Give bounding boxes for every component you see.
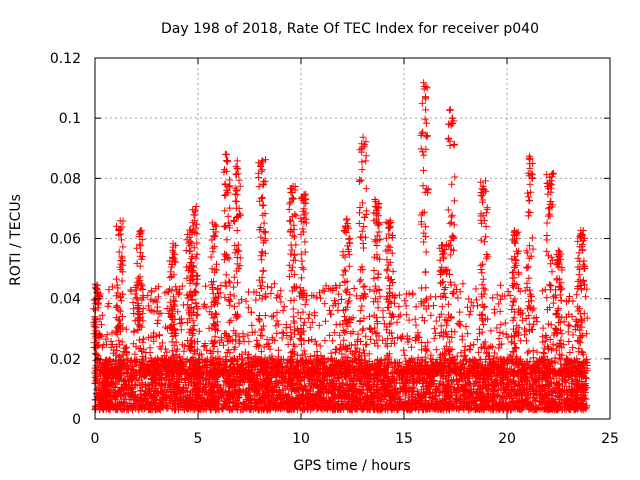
data-point — [321, 337, 329, 345]
data-point — [436, 380, 443, 388]
data-point — [397, 334, 405, 342]
data-point — [308, 336, 316, 343]
data-point — [412, 321, 420, 329]
data-point — [367, 335, 374, 343]
data-point — [495, 300, 503, 308]
data-point — [418, 346, 426, 354]
data-point — [316, 342, 324, 350]
data-points — [90, 79, 591, 414]
data-point — [277, 298, 285, 306]
data-point — [280, 303, 288, 311]
data-point — [582, 293, 590, 301]
data-point — [202, 282, 210, 290]
data-point — [431, 325, 439, 333]
data-point — [401, 297, 409, 305]
data-point — [153, 320, 161, 327]
data-point — [289, 305, 297, 313]
data-point — [533, 348, 541, 356]
data-point — [396, 311, 404, 319]
data-point — [454, 294, 462, 302]
data-point — [413, 388, 421, 396]
data-point — [408, 343, 415, 351]
data-point — [379, 313, 387, 321]
data-point — [358, 326, 366, 334]
data-point — [131, 350, 139, 358]
data-point — [379, 307, 387, 315]
data-point — [456, 308, 464, 316]
data-point — [540, 387, 548, 394]
data-point — [177, 326, 185, 334]
data-point — [564, 321, 572, 329]
data-point — [573, 291, 581, 299]
data-point — [516, 374, 524, 382]
data-point — [361, 282, 369, 290]
data-point — [546, 382, 553, 390]
data-point — [501, 319, 509, 327]
data-point — [224, 338, 232, 346]
data-point — [464, 303, 471, 311]
data-point — [493, 324, 501, 332]
data-point — [546, 281, 553, 289]
data-point — [566, 322, 574, 330]
data-point — [311, 337, 319, 345]
